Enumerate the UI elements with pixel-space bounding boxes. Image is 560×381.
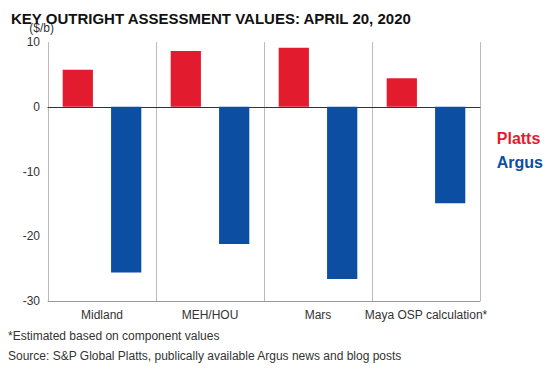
- svg-text:-20: -20: [23, 229, 41, 243]
- svg-text:Mars: Mars: [305, 308, 332, 322]
- svg-text:MEH/HOU: MEH/HOU: [182, 308, 239, 322]
- svg-text:Argus: Argus: [497, 154, 543, 171]
- svg-text:Maya OSP calculation*: Maya OSP calculation*: [365, 308, 488, 322]
- svg-text:-10: -10: [23, 165, 41, 179]
- svg-text:KEY OUTRIGHT ASSESSMENT VALUES: KEY OUTRIGHT ASSESSMENT VALUES: APRIL 20…: [11, 10, 411, 27]
- svg-text:($/b): ($/b): [29, 21, 54, 35]
- svg-text:-30: -30: [23, 294, 41, 308]
- svg-text:10: 10: [27, 35, 41, 49]
- svg-text:Platts: Platts: [497, 130, 541, 147]
- svg-text:Source: S&P Global Platts, pub: Source: S&P Global Platts, publically av…: [8, 349, 401, 363]
- svg-text:Midland: Midland: [81, 308, 123, 322]
- svg-text:*Estimated based on component: *Estimated based on component values: [8, 329, 219, 343]
- svg-text:0: 0: [33, 100, 40, 114]
